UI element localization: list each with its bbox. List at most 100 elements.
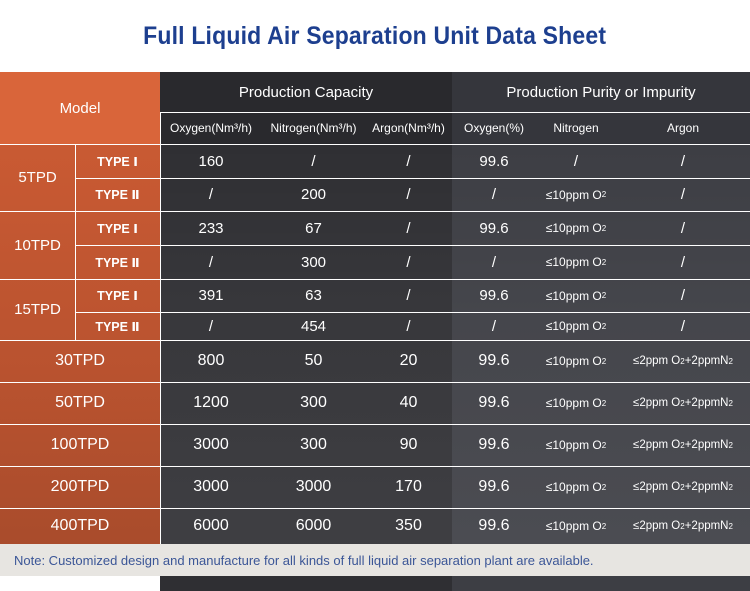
header-model: Model: [59, 99, 101, 117]
model-column-body: [0, 144, 160, 544]
impurity-text: ≤2ppm O: [633, 481, 681, 493]
cell-nitrogen-capacity: 454: [300, 317, 327, 335]
cell-argon-impurity: /: [680, 152, 686, 170]
subscript: 2: [728, 440, 733, 450]
model-label-400TPD: 400TPD: [50, 517, 110, 534]
header-oxygen-pct: Oxygen(%): [463, 121, 525, 135]
row-divider: [0, 340, 750, 341]
header-nitrogen-nm3h: Nitrogen(Nm³/h): [270, 121, 357, 135]
subscript: 2: [601, 482, 607, 492]
model-type: TYPE Ⅱ: [95, 188, 140, 202]
cell-oxygen-purity: /: [491, 186, 497, 203]
row-divider: [0, 211, 750, 212]
cell-argon-impurity: ≤2ppm O 2 +2ppmN 2: [616, 424, 750, 466]
row-divider: [75, 245, 750, 246]
model-label-10TPD: 10TPD: [14, 236, 61, 254]
impurity-text: ≤10ppm O: [545, 319, 602, 333]
cell-oxygen-capacity: 1200: [193, 394, 229, 411]
model-label-50TPD: 50TPD: [55, 394, 105, 411]
impurity-text: ≤10ppm O: [545, 288, 602, 303]
subscript: 2: [601, 223, 607, 233]
cell-argon-impurity: /: [680, 186, 686, 203]
impurity-text: ≤10ppm O: [545, 438, 602, 452]
impurity-text: ≤10ppm O: [545, 221, 602, 235]
capacity-panel: [160, 72, 452, 591]
model-type: TYPE Ⅰ: [97, 289, 138, 303]
purity-panel: [452, 72, 750, 591]
cell-argon-capacity: /: [406, 253, 411, 271]
impurity-text: ≤2ppm O: [633, 520, 681, 532]
subscript: 2: [728, 398, 733, 408]
subscript: 2: [728, 482, 733, 492]
model-label-15TPD: 15TPD: [14, 301, 61, 318]
cell-nitrogen-capacity: 3000: [295, 478, 332, 495]
column-divider: [75, 144, 76, 340]
cell-argon-impurity: /: [680, 253, 686, 271]
row-divider: [0, 279, 750, 280]
cell-nitrogen-capacity: 300: [300, 394, 327, 411]
cell-argon-impurity: /: [680, 287, 686, 304]
cell-argon-capacity: 170: [395, 478, 422, 495]
cell-argon-capacity: 90: [399, 436, 418, 453]
cell-oxygen-capacity: /: [208, 253, 214, 271]
impurity-text: +2ppmN: [684, 355, 729, 367]
impurity-text: ≤10ppm O: [545, 354, 602, 368]
subscript: 2: [601, 356, 607, 366]
cell-argon-impurity: /: [680, 219, 686, 237]
cell-nitrogen-capacity: 6000: [295, 517, 332, 534]
subscript: 2: [601, 521, 607, 531]
cell-argon-impurity: ≤2ppm O 2 +2ppmN 2: [616, 508, 750, 544]
cell-nitrogen-capacity: 200: [300, 186, 327, 203]
row-divider: [0, 144, 750, 145]
model-header-panel: [0, 72, 160, 144]
cell-oxygen-capacity: /: [208, 186, 214, 203]
impurity-text: ≤2ppm O: [633, 397, 681, 409]
table-background-shade: [160, 144, 750, 544]
page-title: Full Liquid Air Separation Unit Data She…: [143, 21, 607, 50]
subscript: 2: [601, 398, 607, 408]
cell-argon-impurity: ≤2ppm O 2 +2ppmN 2: [616, 340, 750, 382]
footnote-text: Note: Customized design and manufacture …: [14, 552, 594, 568]
column-divider: [160, 112, 161, 544]
subscript: 2: [601, 321, 607, 331]
cell-argon-capacity: /: [406, 152, 411, 170]
cell-oxygen-purity: /: [491, 253, 497, 271]
row-divider: [0, 508, 750, 509]
cell-nitrogen-capacity: 63: [305, 287, 322, 304]
subscript: 2: [601, 291, 607, 300]
cell-argon-capacity: /: [406, 186, 411, 203]
cell-oxygen-capacity: /: [208, 317, 214, 335]
cell-argon-capacity: /: [406, 317, 411, 335]
cell-oxygen-capacity: 6000: [193, 517, 229, 534]
cell-argon-capacity: 350: [395, 517, 422, 534]
cell-oxygen-purity: /: [491, 317, 497, 335]
cell-argon-capacity: 40: [399, 394, 418, 411]
cell-oxygen-capacity: 160: [198, 152, 224, 170]
row-divider: [0, 382, 750, 383]
header-argon: Argon: [666, 121, 700, 135]
header-production-capacity: Production Capacity: [238, 83, 374, 101]
cell-argon-impurity: ≤2ppm O 2 +2ppmN 2: [616, 466, 750, 508]
subscript: 2: [680, 482, 685, 492]
model-type: TYPE Ⅰ: [97, 154, 138, 169]
impurity-text: ≤10ppm O: [545, 519, 602, 533]
impurity-text: +2ppmN: [684, 481, 729, 493]
subscript: 2: [601, 257, 607, 267]
impurity-text: +2ppmN: [684, 439, 729, 451]
cell-argon-capacity: /: [406, 219, 411, 237]
cell-nitrogen-capacity: 300: [300, 253, 327, 271]
cell-argon-capacity: /: [406, 287, 411, 304]
cell-oxygen-purity: 99.6: [479, 152, 509, 170]
impurity-text: ≤2ppm O: [633, 439, 681, 451]
cell-oxygen-capacity: 3000: [193, 436, 229, 453]
footnote: Note: Customized design and manufacture …: [0, 544, 750, 576]
subscript: 2: [601, 190, 607, 199]
impurity-text: ≤2ppm O: [633, 355, 681, 367]
header-argon-nm3h: Argon(Nm³/h): [372, 121, 445, 135]
subscript: 2: [680, 356, 685, 366]
cell-oxygen-purity: 99.6: [478, 478, 510, 495]
